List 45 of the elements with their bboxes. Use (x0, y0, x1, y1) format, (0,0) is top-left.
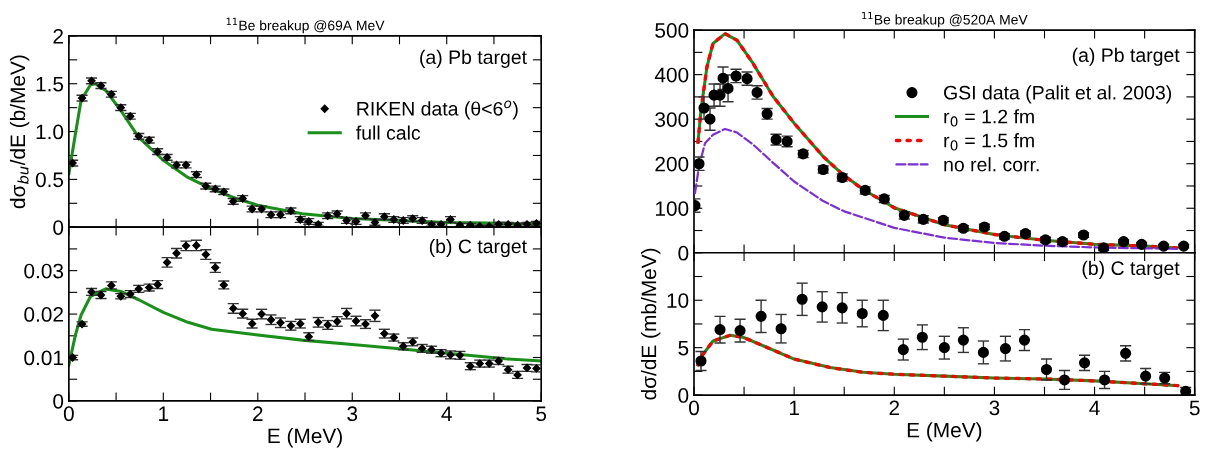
y-tick-label: 0 (678, 388, 689, 403)
x-tick-label: 4 (441, 406, 452, 421)
y-axis-title: dσ/dE (mb/MeV) (640, 248, 661, 400)
y-tick-label: 1.5 (36, 76, 64, 92)
x-axis-title: E (MeV) (907, 422, 982, 442)
y-tick-label: 1.0 (36, 124, 64, 140)
legend-label: no rel. corr. (944, 157, 1039, 172)
y-tick-label: 2 (53, 28, 63, 44)
legend-label: r$_{0}$ = 1.2 fm (944, 109, 1034, 127)
y-tick-label: 300 (655, 112, 689, 127)
annotation: (b) C target (1082, 260, 1180, 279)
x-tick-label: 1 (789, 400, 799, 416)
x-tick-label: 5 (536, 406, 547, 422)
x-tick-label: 4 (1089, 400, 1100, 416)
x-tick-label: 0 (689, 400, 699, 416)
x-tick-label: 2 (889, 400, 900, 416)
annotation: (a) Pb target (420, 49, 527, 68)
x-axis-title: E (MeV) (268, 428, 342, 448)
y-tick-label: 0.02 (24, 307, 63, 322)
annotation: (b) C target (429, 238, 527, 258)
y-tick-label: 10 (667, 293, 689, 308)
y-tick-label: 0.5 (35, 172, 64, 188)
y-tick-label: 5 (678, 340, 689, 356)
annotation: (a) Pb target (1072, 47, 1180, 66)
x-tick-label: 3 (989, 400, 1000, 416)
y-axis-title: dσ$_{bu}$/dE (b/MeV) (9, 55, 30, 209)
y-tick-label: 100 (655, 201, 689, 216)
x-tick-label: 0 (63, 406, 74, 422)
y-tick-label: 0.01 (24, 350, 63, 366)
chart-title: $^{11}$Be breakup @520A MeV (862, 12, 1028, 28)
x-tick-label: 1 (159, 406, 169, 421)
y-tick-label: 400 (654, 67, 689, 83)
legend-label: full calc (356, 125, 421, 140)
legend-label: r$_{0}$ = 1.5 fm (944, 133, 1034, 151)
legend-label: GSI data (Palit et al. 2003) (944, 85, 1172, 104)
y-tick-label: 0 (678, 245, 689, 261)
x-tick-label: 2 (253, 406, 263, 421)
y-tick-label: 0.03 (24, 263, 64, 279)
x-tick-label: 5 (1189, 400, 1200, 416)
legend-label: RIKEN data (θ<6$^{o}$) (357, 100, 518, 120)
y-tick-label: 500 (655, 23, 689, 38)
y-tick-label: 0 (53, 220, 64, 235)
chart-title: $^{11}$Be breakup @69A MeV (226, 17, 385, 34)
x-tick-label: 3 (347, 406, 358, 422)
y-tick-label: 200 (655, 156, 689, 172)
